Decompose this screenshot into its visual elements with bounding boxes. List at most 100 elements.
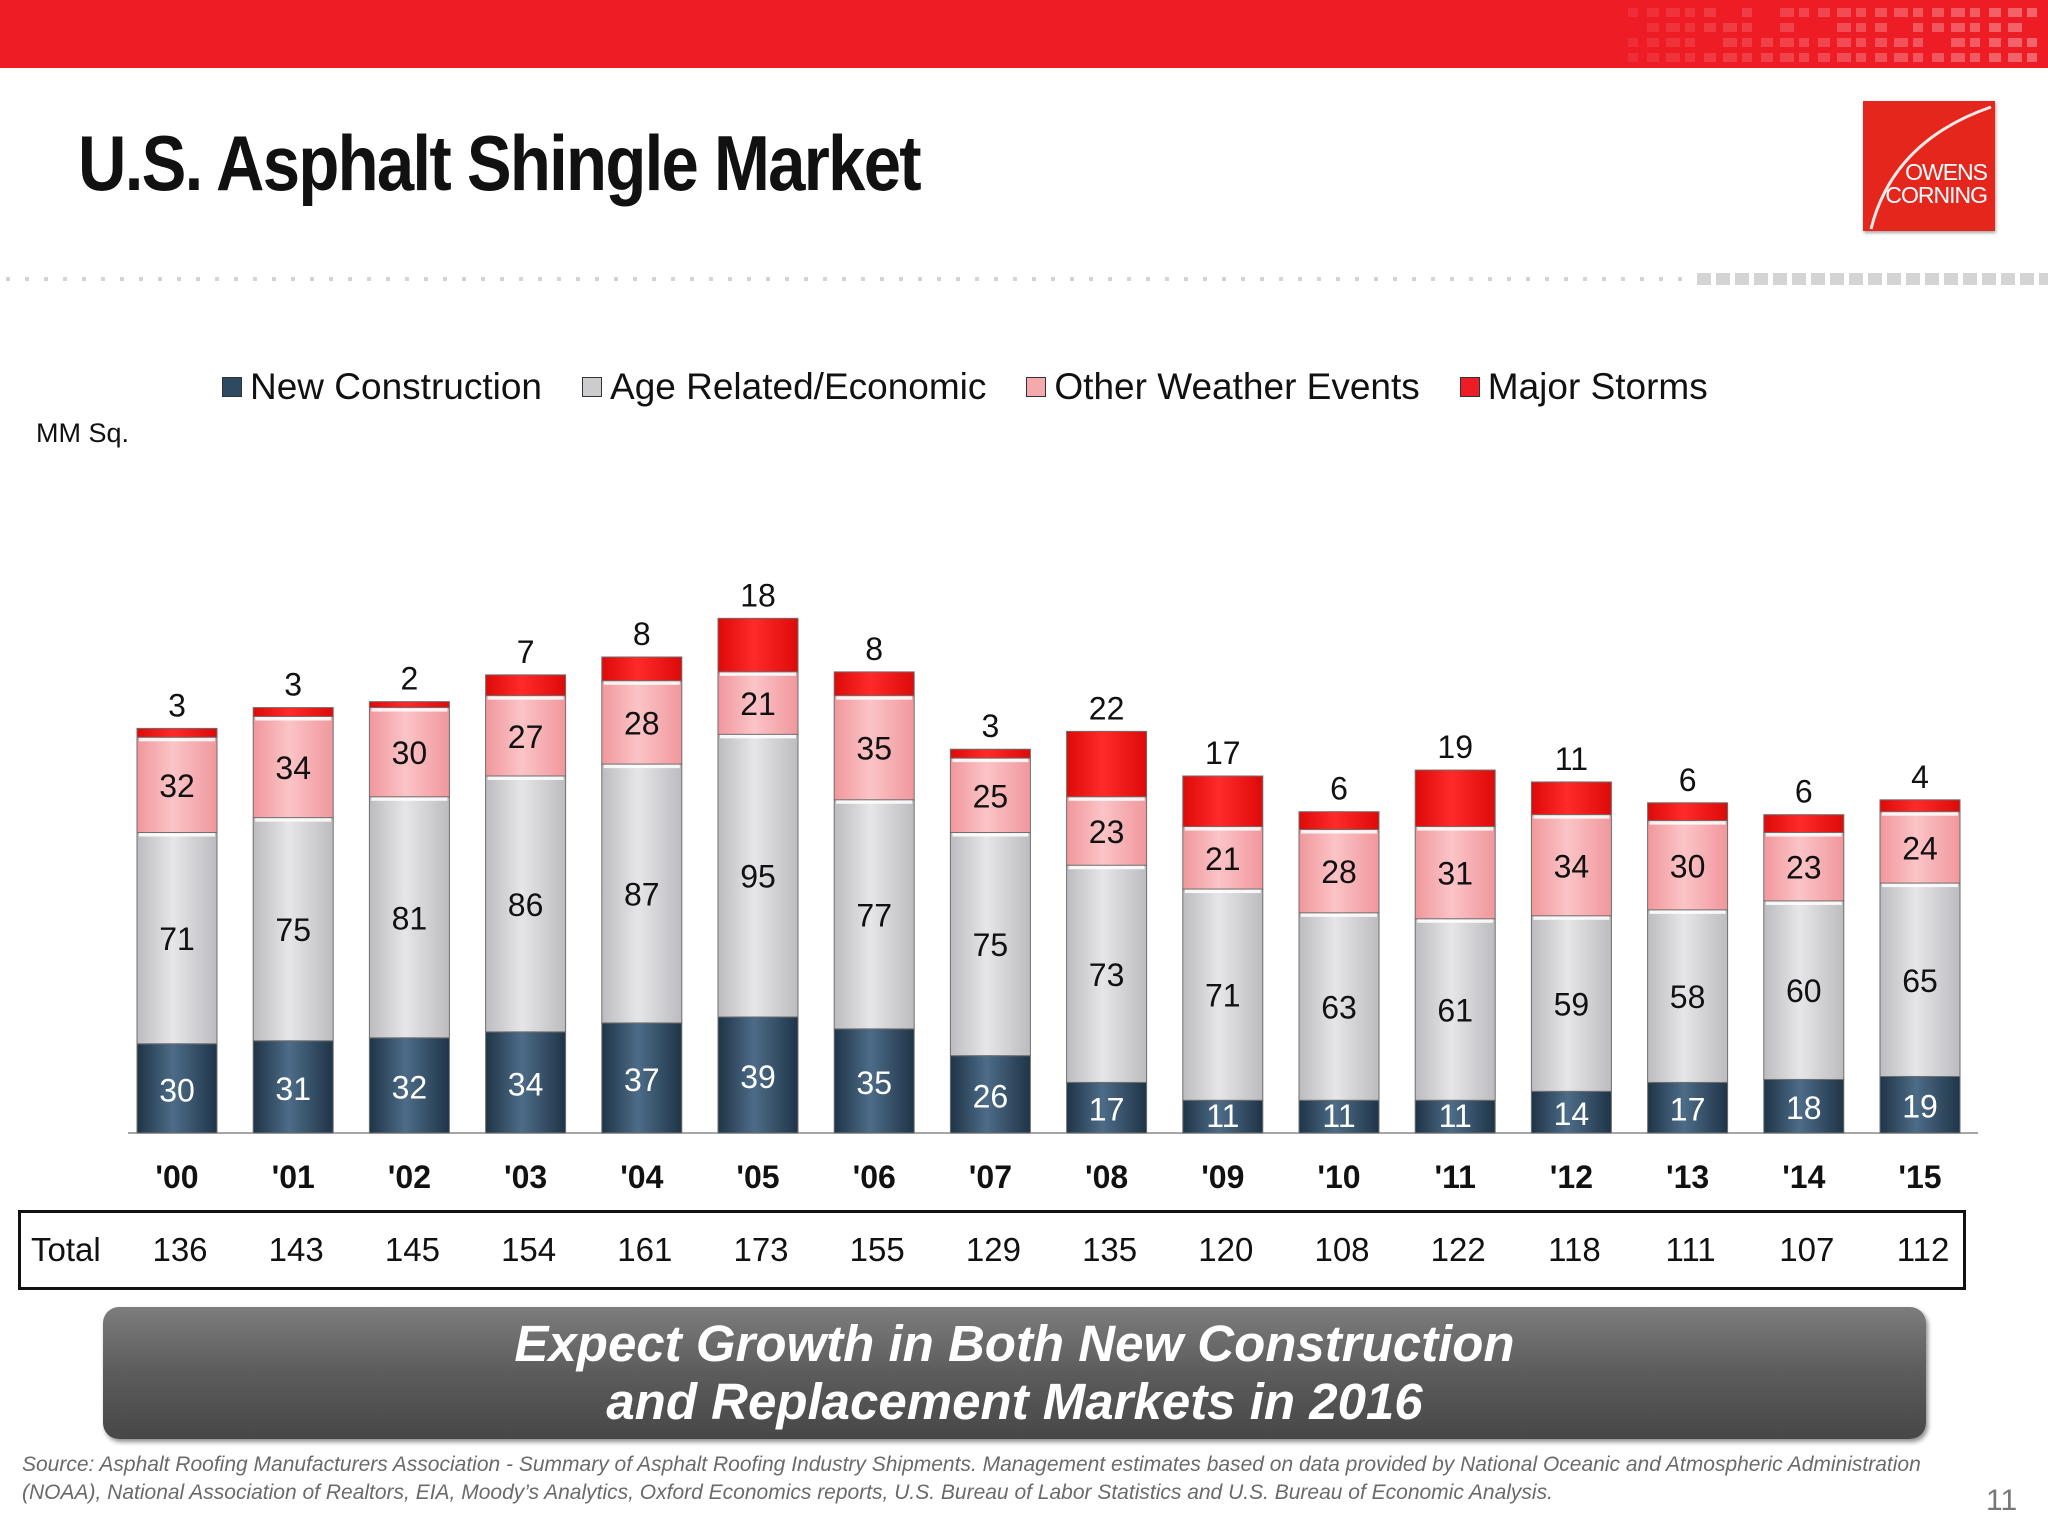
legend-swatch bbox=[582, 377, 602, 397]
data-label: 35 bbox=[856, 1065, 892, 1101]
divider-dot bbox=[785, 277, 789, 281]
legend-item: Other Weather Events bbox=[1026, 366, 1419, 408]
divider-dot bbox=[1127, 277, 1131, 281]
header-dot bbox=[2008, 8, 2022, 17]
page-number: 11 bbox=[1986, 1484, 2017, 1518]
segment-highlight bbox=[720, 734, 796, 738]
data-label: 11 bbox=[1322, 1098, 1355, 1134]
data-label: 81 bbox=[392, 900, 428, 936]
header-dot bbox=[1742, 23, 1752, 32]
divider-dot bbox=[1051, 277, 1055, 281]
data-label: 75 bbox=[973, 927, 1009, 963]
bar-major-storms bbox=[137, 728, 217, 737]
bar-major-storms bbox=[1531, 782, 1611, 815]
page-title: U.S. Asphalt Shingle Market bbox=[78, 118, 920, 209]
data-label: 8 bbox=[633, 616, 651, 652]
divider-dot bbox=[1811, 273, 1825, 285]
segment-highlight bbox=[1301, 913, 1377, 917]
divider-dot bbox=[1317, 277, 1321, 281]
header-dot bbox=[1685, 8, 1695, 17]
segment-highlight bbox=[1069, 797, 1145, 801]
legend-item: Major Storms bbox=[1460, 366, 1708, 408]
divider-dot bbox=[576, 277, 580, 281]
legend-label: Other Weather Events bbox=[1054, 366, 1419, 408]
segment-highlight bbox=[604, 764, 680, 768]
header-dot bbox=[1761, 53, 1773, 62]
x-tick-label: '01 bbox=[272, 1159, 315, 1195]
divider-dot bbox=[709, 277, 713, 281]
x-tick-label: '05 bbox=[736, 1159, 779, 1195]
total-value: 111 bbox=[1646, 1231, 1736, 1269]
header-dot bbox=[1837, 8, 1851, 17]
data-label: 63 bbox=[1321, 990, 1357, 1026]
header-dot bbox=[1742, 8, 1752, 17]
total-value: 135 bbox=[1065, 1231, 1155, 1269]
divider-dot bbox=[1830, 273, 1844, 285]
segment-highlight bbox=[255, 818, 331, 822]
divider-dot bbox=[25, 277, 29, 281]
divider-dot bbox=[728, 277, 732, 281]
divider-dot bbox=[1222, 277, 1226, 281]
header-dot bbox=[1951, 8, 1965, 17]
data-label: 21 bbox=[740, 686, 776, 722]
segment-highlight bbox=[836, 800, 912, 804]
divider-dot bbox=[1488, 277, 1492, 281]
data-label: 24 bbox=[1902, 830, 1938, 866]
data-label: 58 bbox=[1670, 979, 1706, 1015]
header-dot bbox=[1818, 38, 1830, 47]
divider-dot bbox=[6, 277, 10, 281]
bar-major-storms bbox=[1183, 776, 1263, 827]
divider-dot bbox=[1184, 277, 1188, 281]
divider-dot bbox=[2039, 273, 2048, 285]
segment-highlight bbox=[371, 797, 447, 801]
x-tick-label: '12 bbox=[1550, 1159, 1593, 1195]
x-tick-label: '03 bbox=[504, 1159, 547, 1195]
divider-dot bbox=[139, 277, 143, 281]
header-dot bbox=[1970, 53, 1980, 62]
divider-dot bbox=[1298, 277, 1302, 281]
totals-row-label: Total bbox=[31, 1231, 101, 1269]
divider-dot bbox=[1165, 277, 1169, 281]
header-dot bbox=[1913, 23, 1923, 32]
header-dot bbox=[1970, 23, 1980, 32]
data-label: 71 bbox=[1205, 978, 1241, 1014]
segment-highlight bbox=[952, 833, 1028, 837]
data-label: 11 bbox=[1439, 1098, 1472, 1134]
divider-dot bbox=[804, 277, 808, 281]
divider-dot bbox=[823, 277, 827, 281]
header-dot bbox=[1685, 23, 1695, 32]
divider-dot bbox=[1963, 273, 1977, 285]
chart-legend: New Construction Age Related/Economic Othe… bbox=[222, 362, 1748, 412]
header-dot bbox=[1913, 53, 1923, 62]
divider-dot bbox=[1241, 277, 1245, 281]
header-dot bbox=[2008, 23, 2022, 32]
segment-highlight bbox=[1533, 916, 1609, 920]
data-label: 18 bbox=[740, 577, 776, 613]
header-dot bbox=[1647, 53, 1659, 62]
divider-dot bbox=[519, 277, 523, 281]
data-label: 25 bbox=[973, 778, 1009, 814]
data-label: 23 bbox=[1786, 850, 1822, 886]
data-label: 17 bbox=[1089, 1092, 1125, 1128]
company-logo: OWENS CORNING bbox=[1863, 101, 1995, 231]
divider-dot bbox=[1754, 273, 1768, 285]
segment-highlight bbox=[1301, 830, 1377, 834]
data-label: 34 bbox=[275, 750, 311, 786]
header-dot bbox=[1780, 23, 1794, 32]
header-dot bbox=[1666, 23, 1680, 32]
divider-dot bbox=[747, 277, 751, 281]
header-dot bbox=[1666, 38, 1680, 47]
header-dot bbox=[1799, 38, 1809, 47]
header-dot bbox=[1875, 53, 1887, 62]
divider-dot bbox=[633, 277, 637, 281]
total-value: 155 bbox=[832, 1231, 922, 1269]
header-dot bbox=[1818, 8, 1830, 17]
data-label: 37 bbox=[624, 1062, 660, 1098]
data-label: 35 bbox=[856, 731, 892, 767]
divider-dot bbox=[690, 277, 694, 281]
header-dot bbox=[1875, 23, 1887, 32]
data-label: 4 bbox=[1911, 759, 1929, 795]
divider-dot bbox=[1507, 277, 1511, 281]
divider-dot bbox=[1526, 277, 1530, 281]
x-tick-label: '10 bbox=[1317, 1159, 1360, 1195]
